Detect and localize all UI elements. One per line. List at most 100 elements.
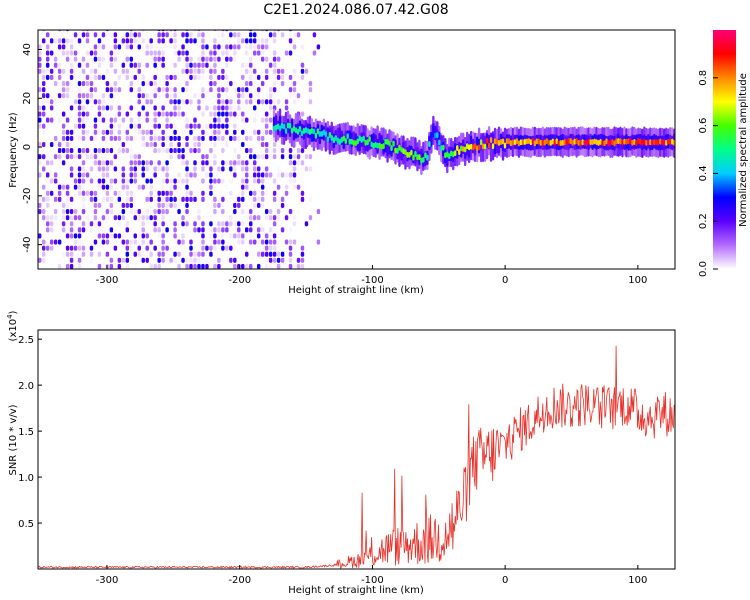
spectrogram-noise-cell [173,227,177,233]
spectrogram-noise-cell [77,257,82,263]
spectrogram-noise-cell [272,257,277,263]
spectrogram-noise-cell [169,99,173,105]
snr-x-tick-label: -200 [228,575,251,586]
spectrogram-noise-cell [169,184,173,190]
spectrogram-noise-cell [161,221,165,227]
snr-y-ticks: 0.51.01.52.02.5 [18,335,42,530]
spectrogram-noise-cell [105,184,110,190]
spectrogram-noise-cell [57,44,62,50]
spectrogram-noise-cell [101,239,106,245]
spectrogram-noise-cell [241,129,245,135]
spectrogram-noise-cell [288,263,293,269]
spectrogram-noise-cell [41,74,46,80]
spectrogram-noise-cell [288,202,293,209]
spectrogram-ridge-cell [384,138,387,145]
spectrogram-noise-cell [153,160,157,166]
spectrogram-noise-cell [213,263,217,269]
spectrogram-ridge-cell [282,123,286,130]
spectrogram-noise-cell [300,251,305,257]
spectrogram-noise-cell [85,135,90,141]
spectrogram-noise-cell [189,87,193,93]
spectrogram-noise-cell [81,221,86,227]
spectrogram-noise-cell [129,99,134,105]
spectrogram-noise-cell [312,50,317,56]
spectrogram-noise-cell [284,32,289,38]
spectrogram-noise-cell [121,215,126,221]
spectrogram-noise-cell [161,190,165,196]
spectrogram-noise-cell [177,56,181,62]
spectrogram-noise-cell [81,111,86,117]
spectrogram-noise-cell [233,245,237,251]
spectrogram-ridge-cell [386,139,389,145]
spectrogram-ridge-cell [539,139,543,146]
spectrogram-noise-cell [45,129,50,135]
spectrogram-noise-cell [97,184,102,190]
spectrogram-ridge-cell [426,154,429,161]
snr-y-axis-label: SNR (10 * v/v) [8,404,19,475]
spectrogram-noise-cell [225,184,229,190]
spectrogram-noise-cell [292,184,297,190]
spectrogram-noise-cell [245,93,249,99]
spectrogram-noise-cell [300,148,305,154]
spectrogram-noise-cell [217,74,221,80]
spectrogram-noise-cell [165,135,169,141]
spectrogram-noise-cell [272,68,277,74]
spectrogram-noise-cell [209,227,213,233]
spectrogram-noise-cell [296,32,301,38]
spectrogram-noise-cell [233,80,237,87]
spectrogram-noise-cell [129,38,134,44]
spectrogram-noise-cell [161,209,165,215]
spectrogram-noise-cell [81,38,86,44]
spectrogram-noise-cell [260,56,265,62]
spectrogram-noise-cell [145,245,149,251]
spectrogram-noise-cell [157,56,161,62]
spectrogram-noise-cell [153,93,157,99]
spectrogram-noise-cell [209,221,213,227]
spectrogram-noise-cell [165,172,169,178]
spectrogram-noise-cell [165,196,169,202]
spectrogram-y-tick-label: -40 [22,236,33,252]
spectrogram-noise-cell [233,87,237,93]
spectrogram-noise-cell [53,38,58,44]
spectrogram-noise-cell [249,215,253,221]
spectrogram-noise-cell [117,233,122,239]
spectrogram-noise-cell [189,263,193,269]
spectrogram-noise-cell [129,62,134,68]
spectrogram-noise-cell [169,141,173,148]
spectrogram-noise-cell [268,44,273,50]
spectrogram-noise-cell [209,233,213,239]
spectrogram-noise-cell [129,117,134,123]
spectrogram-ridge-cell [350,138,353,145]
spectrogram-noise-cell [252,62,257,68]
spectrogram-ridge-cell [390,145,393,152]
spectrogram-noise-cell [49,160,54,166]
spectrogram-noise-cell [225,239,229,245]
spectrogram-noise-cell [81,117,86,123]
spectrogram-noise-cell [121,166,126,172]
spectrogram-noise-cell [169,74,173,80]
spectrogram-noise-cell [209,56,213,62]
spectrogram-noise-cell [241,196,245,202]
spectrogram-noise-cell [141,184,145,190]
spectrogram-noise-cell [113,190,118,196]
spectrogram-noise-cell [225,221,229,227]
spectrogram-noise-cell [113,154,118,160]
spectrogram-noise-cell [41,166,46,172]
spectrogram-noise-cell [300,257,305,263]
spectrogram-noise-cell [264,190,269,196]
spectrogram-noise-cell [65,44,70,50]
spectrogram-noise-cell [117,263,122,269]
spectrogram-noise-cell [61,80,66,87]
spectrogram-noise-cell [288,251,293,257]
spectrogram-noise-cell [225,129,229,135]
spectrogram-noise-cell [292,44,297,50]
spectrogram-ridge-cell [334,135,337,141]
spectrogram-noise-cell [181,148,185,154]
spectrogram-noise-cell [105,129,110,135]
colorbar-tick-label: 0.4 [698,165,709,181]
spectrogram-noise-cell [193,172,197,178]
spectrogram-noise-cell [141,62,145,68]
spectrogram-noise-cell [225,44,229,50]
spectrogram-noise-cell [53,62,58,68]
spectrogram-noise-cell [300,74,305,80]
